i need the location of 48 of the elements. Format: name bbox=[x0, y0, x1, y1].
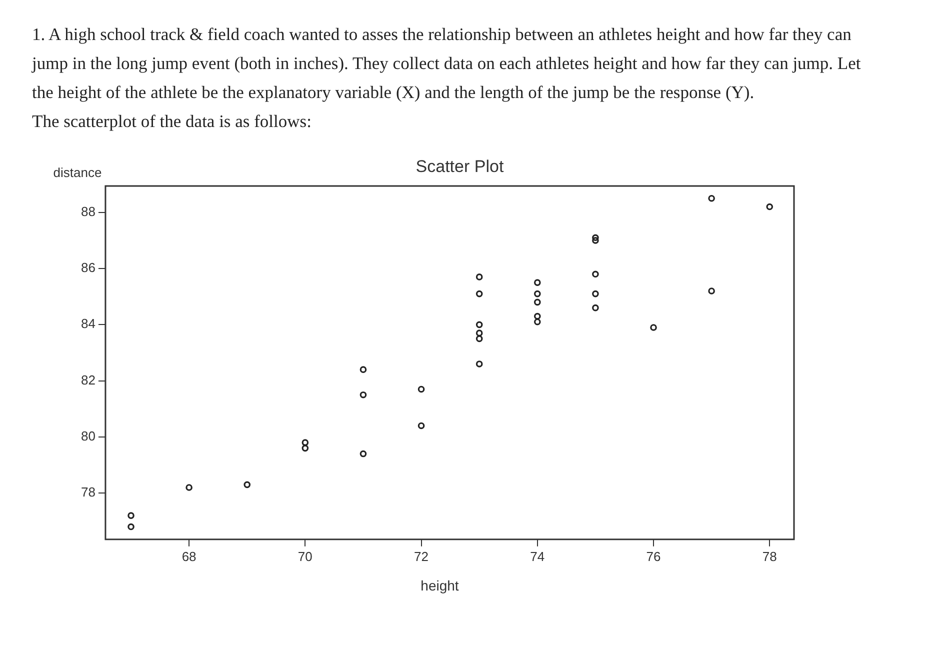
point bbox=[476, 330, 483, 336]
point bbox=[592, 270, 599, 278]
point bbox=[476, 335, 483, 342]
point bbox=[360, 450, 367, 458]
x-axis-title: height bbox=[420, 577, 459, 594]
point bbox=[534, 312, 541, 320]
point bbox=[418, 422, 425, 430]
point bbox=[302, 444, 309, 452]
point bbox=[592, 304, 599, 312]
point bbox=[592, 290, 599, 298]
point bbox=[476, 360, 483, 368]
y-tick-label: 82 bbox=[80, 372, 96, 388]
chart-title: Scatter Plot bbox=[416, 157, 504, 176]
point bbox=[186, 484, 192, 491]
point bbox=[360, 391, 367, 398]
point bbox=[244, 481, 251, 488]
y-axis-title: distance bbox=[53, 165, 102, 180]
y-tick-label: 86 bbox=[80, 260, 96, 276]
y-tick-label: 88 bbox=[80, 204, 96, 219]
text: The scatterplot of the data is as follows: bbox=[32, 110, 312, 133]
point bbox=[418, 386, 425, 393]
y-tick-label: 78 bbox=[80, 484, 96, 500]
point bbox=[766, 203, 774, 210]
x-tick-label: 74 bbox=[530, 548, 545, 564]
point bbox=[534, 290, 541, 298]
point bbox=[592, 237, 599, 244]
x-tick-label: 78 bbox=[762, 548, 777, 564]
x-tick-label: 72 bbox=[414, 548, 429, 564]
point bbox=[302, 439, 309, 446]
point bbox=[476, 274, 483, 280]
point bbox=[534, 298, 541, 306]
x-tick-label: 68 bbox=[182, 548, 196, 564]
point bbox=[128, 512, 134, 519]
point bbox=[708, 288, 715, 294]
point bbox=[476, 321, 483, 328]
x-tick-label: 70 bbox=[298, 548, 312, 564]
y-tick-label: 80 bbox=[80, 428, 96, 444]
point bbox=[476, 290, 483, 298]
point bbox=[650, 324, 657, 331]
point bbox=[128, 523, 134, 530]
point bbox=[534, 318, 541, 326]
text: 1. A high school track & field coach wanted to asses the relationship between an athletes height and how far they can jump in the long jump event (both in inches). They collect data on each athletes height and how far they can jump. Let the height of the athlete be the explanatory variable (X) and the length of the jump be the response (Y). bbox=[32, 23, 862, 104]
y-tick-label: 84 bbox=[80, 316, 96, 332]
point bbox=[360, 366, 367, 373]
point bbox=[534, 279, 541, 286]
point bbox=[592, 234, 599, 242]
x-tick-label: 76 bbox=[646, 548, 661, 564]
point bbox=[708, 194, 715, 202]
